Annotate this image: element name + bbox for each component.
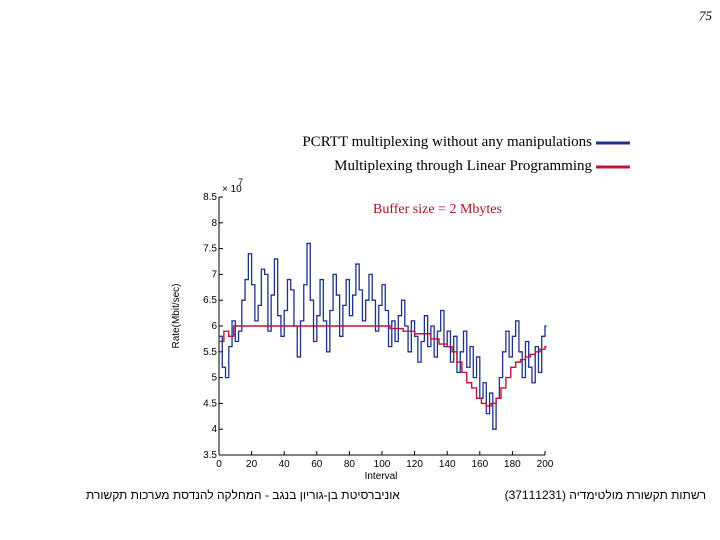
x-tick-label: 180 [504,459,521,470]
exponent-power: 7 [238,177,243,187]
series-lines [219,242,547,430]
y-tick-label: 4.5 [203,398,217,409]
y-tick-label: 3.5 [203,450,217,461]
series-line-pcrtt [219,242,547,430]
footer-department: אוניברסיטת בן-גוריון בנגב - המחלקה להנדס… [86,488,400,502]
x-tick-label: 20 [246,459,258,470]
y-tick-label: 7 [211,269,217,280]
y-tick-label: 4 [211,424,217,435]
x-tick-label: 80 [344,459,356,470]
x-tick-label: 140 [439,459,456,470]
legend: PCRTT multiplexing without any manipulat… [302,134,630,174]
y-tick-label: 6.5 [203,295,217,306]
y-tick-label: 6 [211,321,217,332]
x-tick-label: 120 [406,459,423,470]
y-tick-label: 5.5 [203,347,217,358]
legend-label: PCRTT multiplexing without any manipulat… [302,134,592,150]
x-tick-label: 60 [311,459,323,470]
page-number: 75 [699,8,712,23]
axes: 3.5 4 4.5 5 5.5 6 6.5 7 7.5 8 8.5 0 20 40 60 80 100 120 14… [203,192,554,470]
y-tick-label: 7.5 [203,244,217,255]
series-line-lp [219,325,547,407]
x-tick-label: 160 [471,459,488,470]
y-axis-label: Rate(Mbit/sec) [171,283,182,348]
x-tick-label: 40 [279,459,291,470]
y-tick-label: 8.5 [203,192,217,203]
footer-course: רשתות תקשורת מולטימדיה (37111231) [504,488,706,502]
y-tick-label: 8 [211,218,217,229]
x-tick-label: 100 [374,459,391,470]
y-tick-label: 5 [211,373,217,384]
x-tick-label: 200 [537,459,554,470]
legend-label: Multiplexing through Linear Programming [334,158,592,174]
buffer-annotation: Buffer size = 2 Mbytes [373,202,502,217]
x-tick-label: 0 [216,459,222,470]
exponent-label: × 10 [222,184,242,195]
x-axis-label: Interval [365,471,398,482]
